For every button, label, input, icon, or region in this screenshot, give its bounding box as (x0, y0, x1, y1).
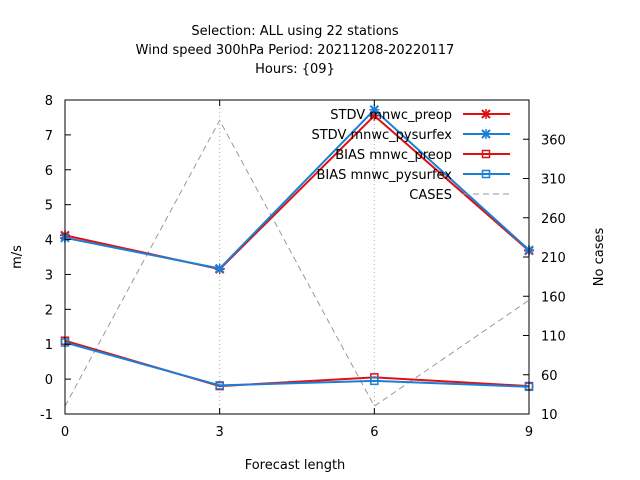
series-bias-mnwc_preop (60, 336, 534, 391)
y-tick-label: 3 (45, 268, 53, 283)
y-axis-label: m/s (10, 245, 25, 269)
y-tick-label: 6 (45, 164, 53, 179)
legend-label: STDV mnwc_preop (330, 108, 452, 123)
legend-item: BIAS mnwc_preop (335, 148, 510, 163)
series-line (64, 341, 530, 388)
title-line: Wind speed 300hPa Period: 20211208-20220… (136, 43, 455, 58)
y2-tick-label: 360 (541, 133, 566, 148)
legend-label: STDV mnwc_pysurfex (311, 128, 452, 143)
legend-label: BIAS mnwc_preop (335, 148, 452, 163)
x-tick-label: 0 (61, 425, 69, 440)
y2-tick-label: 10 (541, 408, 558, 423)
y-tick-label: 0 (45, 373, 53, 388)
series-stdv-mnwc_pysurfex (60, 104, 534, 274)
y2-tick-label: 210 (541, 251, 566, 266)
legend-marker (481, 169, 491, 179)
y2-tick-label: 110 (541, 330, 566, 345)
data-point (214, 263, 225, 274)
data-point (370, 376, 379, 386)
grid (219, 100, 375, 414)
legend: STDV mnwc_preop STDV mnwc_pysurfex BIAS mn… (311, 108, 510, 203)
axis-ticks: 0 3 6 9 -1 0 1 2 3 4 5 6 7 8 10 60 110 160 210 260 310 360 (40, 94, 566, 440)
title-line: Hours: {09} (255, 62, 335, 77)
x-tick-label: 3 (216, 425, 224, 440)
plot-frame (64, 99, 530, 415)
y2-tick-label: 260 (541, 212, 566, 227)
legend-item: STDV mnwc_pysurfex (311, 128, 510, 143)
title-line: Selection: ALL using 22 stations (191, 24, 399, 39)
legend-item: BIAS mnwc_pysurfex (316, 168, 510, 183)
x-tick-label: 6 (370, 425, 378, 440)
y2-tick-label: 310 (541, 173, 566, 188)
legend-item: CASES (409, 188, 510, 203)
y-tick-label: 5 (45, 199, 53, 214)
data-point (369, 104, 380, 115)
y2-tick-label: 160 (541, 290, 566, 305)
series-layer (60, 104, 534, 407)
legend-item: STDV mnwc_preop (330, 108, 510, 123)
legend-label: CASES (409, 188, 452, 203)
legend-marker (481, 109, 491, 119)
y-tick-label: 2 (45, 303, 53, 318)
y-tick-label: 8 (45, 94, 53, 109)
y-tick-label: 7 (45, 129, 53, 144)
series-line (64, 114, 530, 271)
y2-tick-label: 60 (541, 369, 558, 384)
y-tick-label: 4 (45, 234, 53, 249)
data-point (215, 381, 224, 390)
legend-marker (481, 129, 491, 139)
x-tick-label: 9 (525, 425, 533, 440)
series-stdv-mnwc_preop (60, 110, 534, 275)
series-line (64, 108, 530, 270)
y2-axis-label: No cases (592, 228, 607, 287)
y-tick-label: 1 (45, 338, 53, 353)
legend-label: BIAS mnwc_pysurfex (316, 168, 452, 183)
x-axis-label: Forecast length (245, 458, 346, 473)
legend-marker (481, 149, 491, 159)
series-cases (64, 119, 530, 407)
y-tick-label: -1 (40, 408, 53, 423)
chart-title: Selection: ALL using 22 stations Wind spe… (136, 24, 455, 77)
series-line (64, 119, 530, 407)
